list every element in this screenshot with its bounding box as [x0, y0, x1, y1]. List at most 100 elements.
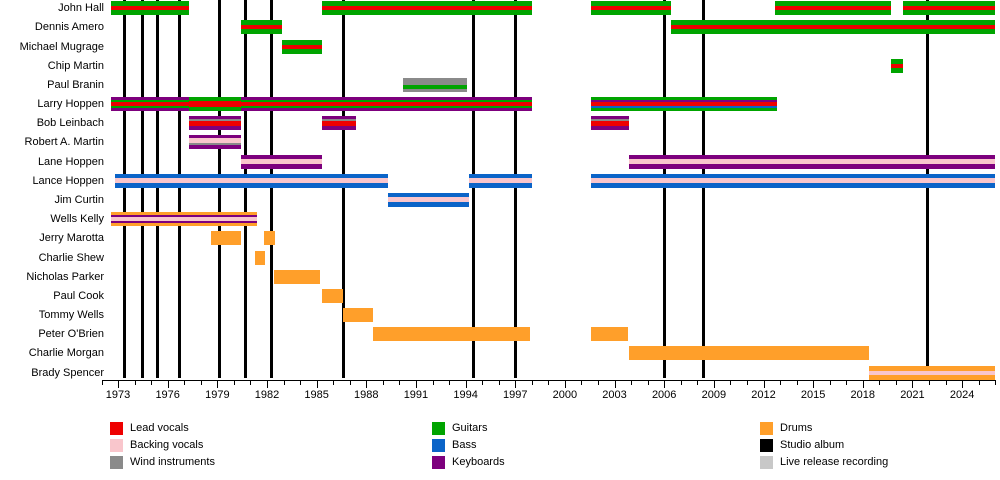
- axis-minor-tick: [945, 380, 947, 385]
- timeline-bar-brady-spencer-0: [869, 365, 996, 380]
- role-stripe-lead_vocals: [240, 25, 282, 30]
- axis-year-label: 1976: [155, 389, 180, 401]
- role-stripe-lead_vocals: [111, 102, 190, 107]
- role-stripe-drums: [343, 308, 373, 323]
- axis-year-label: 1973: [105, 389, 131, 401]
- role-stripe-lead_vocals: [902, 6, 996, 11]
- axis-minor-tick: [200, 380, 202, 385]
- timeline-bar-jim-curtin-0: [387, 193, 469, 207]
- role-stripe-lead_vocals: [189, 101, 241, 108]
- legend-label-bass: Bass: [452, 439, 477, 451]
- axis-minor-tick: [101, 380, 103, 385]
- studio-album-line: [270, 0, 274, 378]
- role-stripe-keyboards: [240, 163, 322, 169]
- axis-major-tick: [763, 380, 765, 388]
- legend-swatch-guitars: [432, 422, 445, 435]
- role-stripe-drums: [263, 231, 276, 246]
- role-stripe-guitars: [111, 100, 190, 103]
- studio-album-line: [702, 0, 706, 378]
- role-stripe-guitars: [670, 20, 996, 26]
- role-stripe-drums: [111, 212, 258, 216]
- role-stripe-bass: [387, 202, 469, 207]
- timeline-bar-john-hall-0: [111, 1, 190, 16]
- role-stripe-lead_vocals: [775, 6, 891, 11]
- role-stripe-lead_vocals: [591, 121, 630, 127]
- role-stripe-lead_vocals: [591, 6, 671, 11]
- axis-minor-tick: [349, 380, 351, 385]
- role-stripe-guitars: [591, 10, 671, 16]
- timeline-bar-dennis-amero-0: [240, 20, 282, 35]
- axis-year-label: 1982: [254, 389, 280, 401]
- axis-minor-tick: [647, 380, 649, 385]
- axis-year-label: 2012: [751, 389, 776, 401]
- role-stripe-backing_vocals: [869, 370, 996, 375]
- axis-major-tick: [366, 380, 368, 388]
- studio-album-line: [513, 0, 517, 378]
- axis-minor-tick: [829, 380, 831, 385]
- role-stripe-guitars: [281, 39, 322, 45]
- legend-swatch-keyboards: [432, 456, 445, 469]
- timeline-bar-lane-hoppen-1: [629, 154, 996, 169]
- axis-minor-tick: [432, 380, 434, 385]
- axis-minor-tick: [283, 380, 285, 385]
- legend-swatch-backing_vocals: [110, 439, 123, 452]
- axis-year-label: 1985: [304, 389, 329, 401]
- member-label-jerry-marotta: Jerry Marotta: [39, 232, 104, 245]
- axis-minor-tick: [697, 380, 699, 385]
- role-stripe-lead_vocals: [321, 6, 532, 11]
- role-stripe-keyboards: [629, 154, 996, 159]
- role-stripe-guitars: [775, 10, 891, 16]
- legend-label-wind_instruments: Wind instruments: [130, 456, 215, 468]
- legend-label-lead_vocals: Lead vocals: [130, 422, 189, 434]
- studio-album-line: [341, 0, 345, 378]
- timeline-bar-peter-o-brien-0: [372, 327, 531, 342]
- role-stripe-lead_vocals: [189, 121, 241, 127]
- role-stripe-keyboards: [591, 126, 630, 131]
- role-stripe-backing_vocals: [629, 158, 996, 164]
- member-label-paul-branin: Paul Branin: [47, 78, 104, 91]
- role-stripe-bass: [591, 173, 996, 178]
- legend-swatch-drums: [760, 422, 773, 435]
- member-label-charlie-shew: Charlie Shew: [38, 251, 104, 264]
- role-stripe-drums: [321, 288, 344, 303]
- role-stripe-keyboards: [189, 135, 241, 139]
- x-axis-line: [101, 380, 996, 381]
- role-stripe-drums: [869, 365, 996, 371]
- member-label-dennis-amero: Dennis Amero: [34, 21, 104, 34]
- role-stripe-guitars: [902, 10, 996, 16]
- member-label-charlie-morgan: Charlie Morgan: [28, 347, 104, 360]
- role-stripe-guitars: [902, 1, 996, 7]
- role-stripe-bass: [591, 106, 777, 109]
- role-stripe-backing_vocals: [114, 177, 388, 183]
- axis-major-tick: [614, 380, 616, 388]
- axis-minor-tick: [382, 380, 384, 385]
- timeline-bar-tommy-wells-0: [343, 308, 373, 323]
- timeline-bar-lance-hoppen-0: [114, 173, 388, 188]
- axis-minor-tick: [730, 380, 732, 385]
- axis-major-tick: [564, 380, 566, 388]
- member-label-lance-hoppen: Lance Hoppen: [32, 174, 104, 187]
- axis-major-tick: [962, 380, 964, 388]
- axis-major-tick: [267, 380, 268, 388]
- member-label-wells-kelly: Wells Kelly: [50, 213, 104, 226]
- axis-minor-tick: [482, 380, 484, 385]
- role-stripe-guitars: [591, 108, 777, 112]
- role-stripe-guitars: [321, 10, 532, 16]
- axis-minor-tick: [796, 380, 798, 385]
- role-stripe-bass: [591, 182, 996, 188]
- timeline-bar-john-hall-3: [775, 1, 891, 16]
- role-stripe-bass: [468, 173, 532, 178]
- role-stripe-backing_vocals: [468, 177, 532, 183]
- role-stripe-guitars: [402, 84, 468, 89]
- timeline-bar-jerry-marotta-1: [263, 231, 276, 246]
- timeline-bar-chip-martin-0: [890, 58, 903, 73]
- role-stripe-lead_vocals: [890, 63, 903, 68]
- role-stripe-drums: [629, 346, 870, 361]
- legend-label-drums: Drums: [780, 422, 813, 434]
- role-stripe-keyboards: [189, 145, 241, 150]
- role-stripe-guitars: [189, 107, 241, 112]
- member-label-chip-martin: Chip Martin: [47, 59, 104, 72]
- member-label-peter-o-brien: Peter O'Brien: [38, 328, 104, 341]
- axis-minor-tick: [531, 380, 533, 385]
- timeline-bar-paul-cook-0: [321, 288, 344, 303]
